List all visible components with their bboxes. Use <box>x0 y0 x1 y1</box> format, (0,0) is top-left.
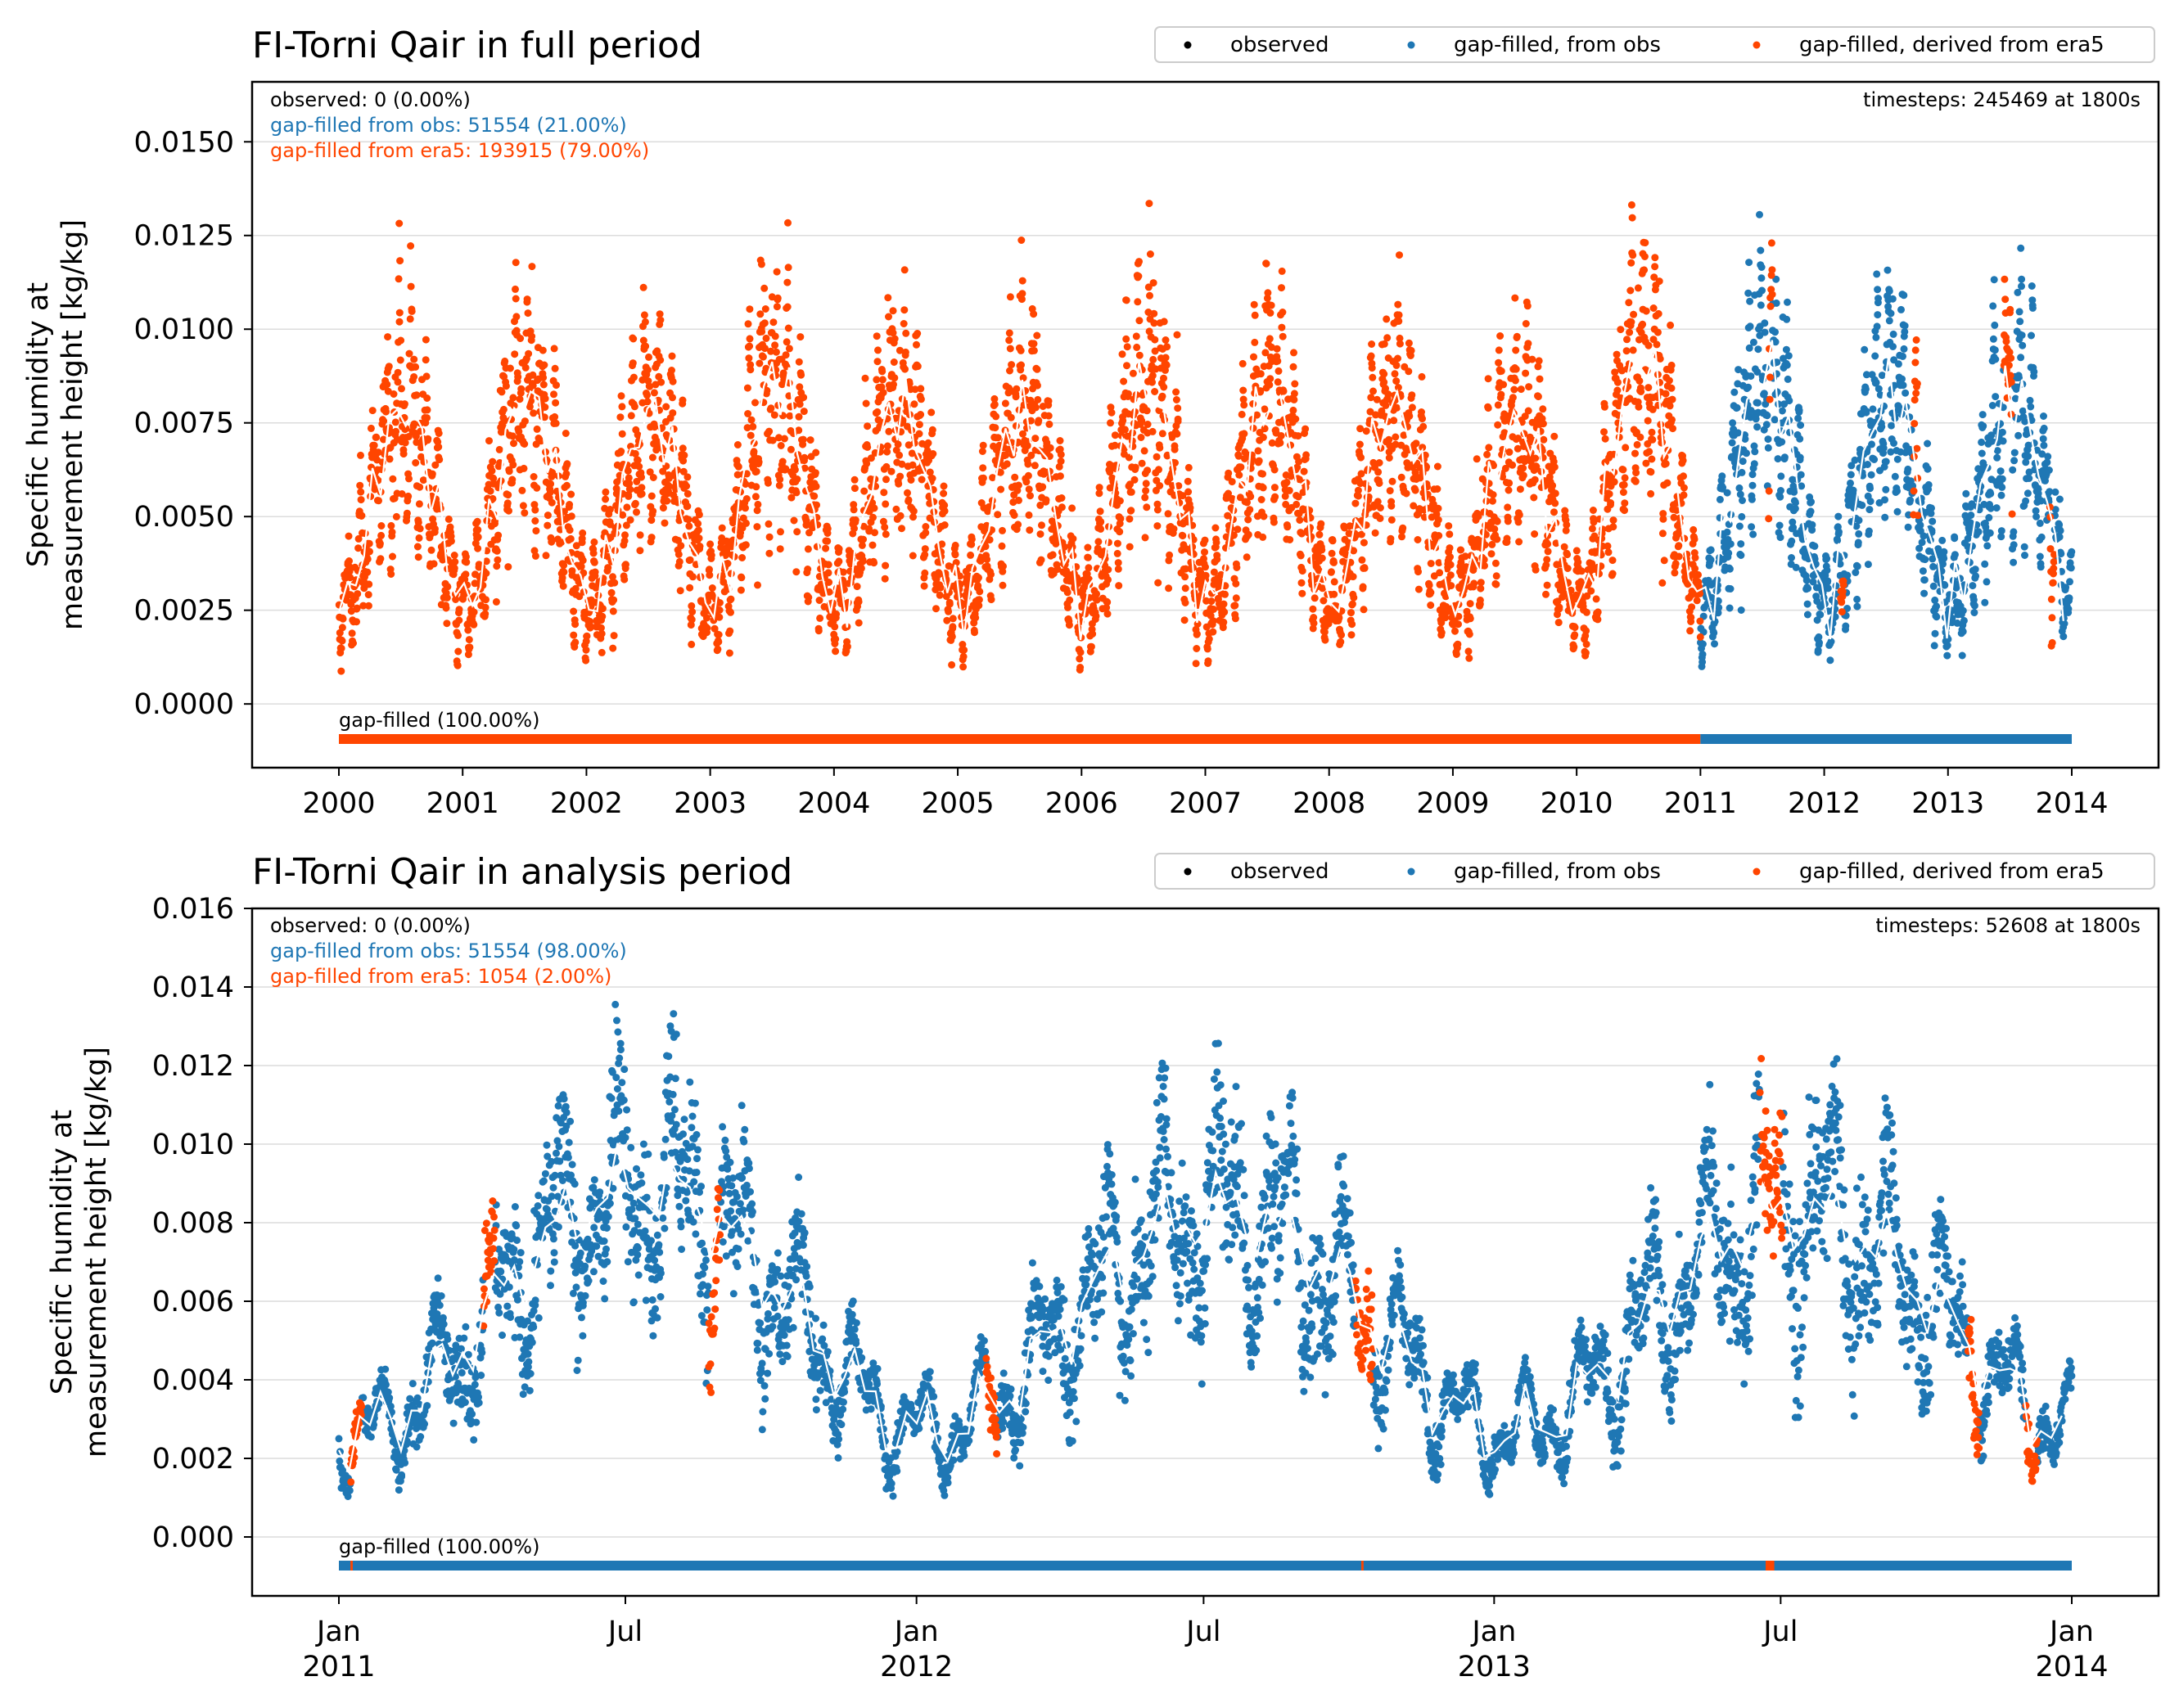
y-tick-label: 0.0000 <box>134 688 234 721</box>
x-tick-label: 2011 <box>1664 787 1737 820</box>
legend-marker <box>1407 41 1415 49</box>
y-tick-label: 0.0125 <box>134 220 234 253</box>
stats-era5: gap-filled from era5: 193915 (79.00%) <box>270 139 649 162</box>
y-tick-label: 0.0100 <box>134 313 234 346</box>
x-tick-label: 2014 <box>2035 787 2108 820</box>
x-tick-label-year: 2014 <box>2035 1651 2108 1683</box>
legend-marker <box>1753 41 1761 49</box>
x-tick-label: 2001 <box>426 787 499 820</box>
x-axis-ticks: 2000 2001 2002 2003 2004 2005 2006 2007 2008 2009… <box>302 768 2109 820</box>
y-axis-label-line1: Specific humidity at <box>22 282 55 567</box>
stats-observed: observed: 0 (0.00%) <box>270 914 471 937</box>
x-tick-label: 2008 <box>1293 787 1365 820</box>
y-tick-label: 0.012 <box>152 1050 234 1083</box>
x-tick-label: 2012 <box>1788 787 1861 820</box>
legend: observed gap-filled, from obs gap-filled, … <box>1154 26 2155 63</box>
coverage-bar-label: gap-filled (100.00%) <box>339 1535 539 1558</box>
y-tick-label: 0.0150 <box>134 126 234 159</box>
y-tick-label: 0.0075 <box>134 408 234 440</box>
y-tick-label: 0.010 <box>152 1129 234 1161</box>
y-tick-label: 0.016 <box>152 893 234 926</box>
legend-label: observed <box>1230 33 1329 57</box>
legend: observed gap-filled, from obs gap-filled, … <box>1154 853 2155 890</box>
stats-era5: gap-filled from era5: 1054 (2.00%) <box>270 965 611 988</box>
legend-marker <box>1184 41 1192 49</box>
x-tick-label: 2000 <box>302 787 375 820</box>
legend-box <box>1154 853 2155 890</box>
chart-full-period: FI-Torni Qair in full period observed gap… <box>22 25 2160 820</box>
legend-label: gap-filled, derived from era5 <box>1799 33 2105 57</box>
y-tick-label: 0.014 <box>152 971 234 1004</box>
x-tick-label: 2010 <box>1541 787 1613 820</box>
stats-timesteps: timesteps: 245469 at 1800s <box>1863 88 2141 111</box>
x-tick-label: 2009 <box>1416 787 1489 820</box>
coverage-bar-segment-era5 <box>350 1561 353 1571</box>
data-series <box>335 200 2076 675</box>
legend-label: gap-filled, from obs <box>1454 33 1661 57</box>
stats-obs: gap-filled from obs: 51554 (98.00%) <box>270 940 627 962</box>
legend-label: observed <box>1230 859 1329 884</box>
series-running-mean <box>338 340 2064 641</box>
legend-marker <box>1753 868 1761 876</box>
y-tick-label: 0.002 <box>152 1443 234 1476</box>
x-tick-label-year: 2011 <box>302 1651 375 1683</box>
legend-marker <box>1407 868 1415 876</box>
coverage-bar-segment-obs <box>339 1561 2072 1571</box>
coverage-bar-segment-era5 <box>1765 1561 1775 1571</box>
coverage-bar <box>339 734 2072 744</box>
series-gap-filled-obs <box>335 1000 2076 1500</box>
y-axis-label-line1: Specific humidity at <box>46 1110 79 1395</box>
y-tick-label: 0.006 <box>152 1286 234 1318</box>
x-tick-label: Jul <box>1184 1616 1220 1648</box>
series-gap-filled-era5 <box>335 200 2059 675</box>
y-axis-label-line2: measurement height [kg/kg] <box>56 219 89 630</box>
coverage-bar-segment-obs <box>1700 734 2072 744</box>
y-tick-label: 0.004 <box>152 1364 234 1397</box>
x-tick-label: 2007 <box>1169 787 1242 820</box>
y-tick-label: 0.000 <box>152 1521 234 1554</box>
x-tick-label: Jul <box>607 1616 643 1648</box>
coverage-bar <box>339 1561 2072 1571</box>
y-axis-label-line2: measurement height [kg/kg] <box>80 1047 113 1458</box>
x-tick-label: Jan <box>1470 1616 1516 1648</box>
coverage-bar-segment-era5 <box>339 734 1701 744</box>
legend-box <box>1154 26 2155 63</box>
chart-title: FI-Torni Qair in analysis period <box>252 851 792 893</box>
series-gap-filled-obs <box>1697 210 2076 670</box>
x-tick-label: 2002 <box>550 787 623 820</box>
x-tick-label: 2013 <box>1911 787 1984 820</box>
x-tick-label-year: 2012 <box>880 1651 953 1683</box>
coverage-bar-segment-era5 <box>1361 1561 1364 1571</box>
y-tick-label: 0.0050 <box>134 501 234 534</box>
stats-observed: observed: 0 (0.00%) <box>270 88 471 111</box>
x-tick-label-year: 2013 <box>1458 1651 1531 1683</box>
stats-obs: gap-filled from obs: 51554 (21.00%) <box>270 114 627 137</box>
legend-marker <box>1184 868 1192 876</box>
data-series <box>335 1000 2076 1500</box>
x-tick-label: Jan <box>315 1616 361 1648</box>
legend-label: gap-filled, derived from era5 <box>1799 859 2105 884</box>
x-tick-label: 2004 <box>797 787 870 820</box>
y-tick-label: 0.0025 <box>134 595 234 628</box>
series-running-mean <box>338 1142 2063 1473</box>
x-tick-label: Jan <box>2048 1616 2094 1648</box>
stats-timesteps: timesteps: 52608 at 1800s <box>1875 914 2141 937</box>
x-tick-label: 2005 <box>922 787 995 820</box>
y-tick-label: 0.008 <box>152 1207 234 1240</box>
chart-title: FI-Torni Qair in full period <box>252 25 702 66</box>
x-tick-label: Jul <box>1762 1616 1798 1648</box>
plot-frame <box>250 907 2160 1598</box>
y-axis-ticks: 0.000 0.002 0.004 0.006 0.008 0.010 0.012 0.014… <box>152 893 252 1554</box>
chart-analysis-period: FI-Torni Qair in analysis period observe… <box>46 851 2160 1683</box>
legend-label: gap-filled, from obs <box>1454 859 1661 884</box>
x-tick-label: 2003 <box>674 787 747 820</box>
coverage-bar-label: gap-filled (100.00%) <box>339 709 539 732</box>
y-axis-ticks: 0.0000 0.0025 0.0050 0.0075 0.0100 0.0125 0.01… <box>134 126 252 721</box>
x-tick-label: 2006 <box>1045 787 1118 820</box>
x-tick-label: Jan <box>893 1616 939 1648</box>
